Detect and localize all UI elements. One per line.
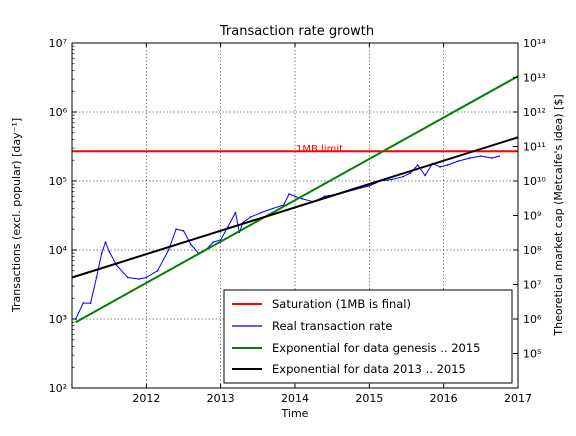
series-layer [71,75,519,324]
x-tick-label: 2016 [430,392,458,405]
legend-entry-exp-genesis: Exponential for data genesis .. 2015 [232,341,481,355]
legend-entry-saturation: Saturation (1MB is final) [232,297,411,311]
x-tick-label: 2014 [281,392,309,405]
series-exp-genesis-line [75,75,519,324]
series-real-rate-line [75,155,500,320]
real-rate-point [439,166,441,168]
y-tick-label: 10³ [49,313,67,326]
y2-tick-label: 10¹² [523,106,546,119]
real-rate-point [416,164,419,166]
real-rate-point [409,172,412,174]
chart-title: Transaction rate growth [219,24,374,39]
real-rate-point [100,252,103,254]
y-tick-label: 10⁴ [49,244,68,257]
real-rate-point [457,160,460,162]
y-tick-label: 10⁷ [49,37,67,50]
real-rate-point [115,264,118,267]
real-rate-point [294,195,296,198]
y-axis-title: Transactions (excl. popular) [day⁻¹] [10,118,23,313]
real-rate-point [323,195,326,198]
y2-tick-label: 10⁷ [523,279,541,292]
x-tick-label: 2013 [207,392,235,405]
y2-tick-label: 10⁸ [523,244,542,257]
y2-tick-label: 10¹³ [523,72,546,85]
real-rate-point [167,249,170,251]
y-tick-label: 10² [49,382,67,395]
y2-tick-label: 10¹⁰ [523,175,546,188]
real-rate-point [260,211,263,214]
y-axis-ticks: 10² 10³ 10⁴ 10⁵ 10⁶ 10⁷ [49,37,77,395]
real-rate-point [480,155,482,157]
real-rate-point [82,302,84,304]
real-rate-point [182,230,185,232]
series-exp-2013-line [71,136,519,279]
real-rate-point [491,157,493,159]
annotation-1mb-limit: 1MB limit [296,144,343,155]
legend-label-real-rate: Real transaction rate [272,319,392,333]
real-rate-point [301,198,304,200]
legend-label-saturation: Saturation (1MB is final) [272,297,411,311]
real-rate-point [468,157,471,159]
real-rate-point [89,302,92,304]
real-rate-point [190,243,192,246]
y2-axis-title: Theoretical market cap (Metcalfe's idea)… [552,94,565,336]
real-rate-point [145,276,148,279]
real-rate-point [446,164,449,166]
real-rate-point [104,241,107,243]
x-tick-label: 2017 [504,392,532,405]
legend: Saturation (1MB is final) Real transacti… [223,289,513,384]
real-rate-point [271,207,274,210]
real-rate-point [249,216,252,218]
real-rate-point [234,211,237,214]
y2-tick-label: 10⁹ [523,210,541,223]
legend-entry-exp-2013: Exponential for data 2013 .. 2015 [232,362,466,376]
y-tick-label: 10⁵ [49,175,67,188]
x-tick-label: 2015 [355,392,383,405]
real-rate-point [498,155,501,157]
real-rate-point [95,276,98,279]
y2-axis-ticks: 10⁵ 10⁶ 10⁷ 10⁸ 10⁹ 10¹⁰ 10¹¹ 10¹² 10¹³ 10¹⁴ [513,37,546,361]
y2-tick-label: 10¹¹ [523,141,546,154]
real-rate-point [390,178,393,181]
legend-label-exp-genesis: Exponential for data genesis .. 2015 [272,341,481,355]
x-tick-label: 2012 [132,392,160,405]
real-rate-point [288,193,290,195]
x-axis-ticks: 2012 2013 2014 2015 2016 2017 [132,43,532,405]
real-rate-point [175,228,177,230]
y-tick-label: 10⁶ [49,106,68,119]
real-rate-point [108,250,110,253]
real-rate-point [227,225,229,228]
real-rate-point [424,174,426,177]
real-rate-point [402,176,404,178]
y2-tick-label: 10¹⁴ [523,37,546,50]
real-rate-point [368,185,371,187]
real-rate-point [138,278,140,280]
real-rate-point [156,270,159,272]
real-rate-point [212,241,214,243]
y2-tick-label: 10⁵ [523,348,541,361]
legend-entry-real-rate: Real transaction rate [232,319,392,333]
legend-box [223,289,513,384]
x-axis-title: Time [281,407,309,420]
legend-label-exp-2013: Exponential for data 2013 .. 2015 [272,362,466,376]
real-rate-point [127,276,129,279]
y2-tick-label: 10⁶ [523,313,542,326]
